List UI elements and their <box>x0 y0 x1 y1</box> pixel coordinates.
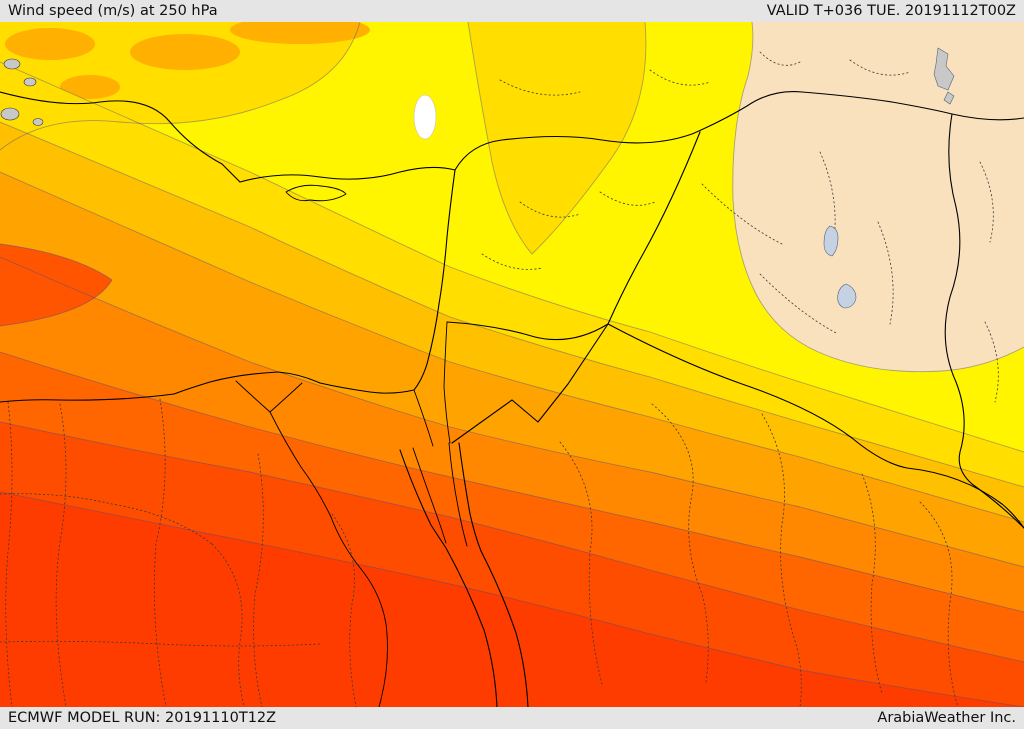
lake-urmia <box>933 47 955 91</box>
nile-river <box>269 411 388 707</box>
wind-speed-map <box>0 22 1024 707</box>
lake-small-tr <box>943 91 955 105</box>
israel-egypt-border <box>413 389 434 447</box>
turkey-border <box>454 91 1024 171</box>
iraq-iran-border <box>944 113 1024 529</box>
band-cream-low <box>732 22 1024 372</box>
orange-blob-2 <box>130 34 240 70</box>
cyprus-outline <box>285 184 347 202</box>
red-sea-east-shore <box>458 442 529 707</box>
model-run-label: ECMWF MODEL RUN: 20191110T12Z <box>8 710 277 726</box>
footer-bar: ECMWF MODEL RUN: 20191110T12Z ArabiaWeat… <box>0 707 1024 729</box>
jordan-syria-border <box>446 321 609 341</box>
valid-time-label: VALID T+036 TUE. 20191112T00Z <box>766 3 1016 19</box>
credit-label: ArabiaWeather Inc. <box>877 710 1016 726</box>
map-title: Wind speed (m/s) at 250 hPa <box>8 3 218 19</box>
band-tongue-red <box>0 244 112 326</box>
israel-jordan-border <box>443 321 451 444</box>
contour-bands <box>0 62 1024 707</box>
admin-boundaries <box>0 51 999 707</box>
map-area <box>0 22 1024 707</box>
orange-blob-1 <box>5 28 95 60</box>
country-borders <box>0 91 1024 707</box>
band-white-min <box>413 94 437 140</box>
water-and-islands <box>0 47 955 309</box>
band-deep-red <box>0 492 1024 707</box>
lake-razzaza <box>837 283 857 309</box>
header-bar: Wind speed (m/s) at 250 hPa VALID T+036 … <box>0 0 1024 22</box>
band-gold-center <box>468 22 646 254</box>
orange-blob-4 <box>60 75 120 99</box>
lake-tharthar <box>823 225 839 257</box>
syria-iraq-border <box>607 131 701 325</box>
levant-egypt-coast <box>0 169 456 403</box>
island-3 <box>0 107 20 121</box>
island-1 <box>3 58 21 70</box>
jordan-saudi-border <box>451 323 609 444</box>
turkey-south-coast <box>239 166 456 183</box>
contour-lines <box>0 22 1024 707</box>
aqaba-gulf-west-shore <box>448 442 468 547</box>
nile-delta <box>235 380 303 413</box>
island-4 <box>32 118 44 126</box>
suez-gulf-east-shore <box>412 447 447 544</box>
orange-blob-3 <box>230 22 370 44</box>
saudi-iraq-border <box>607 323 1024 529</box>
red-sea-west-shore <box>399 449 498 707</box>
aegean-coast <box>0 91 241 183</box>
island-2 <box>23 77 37 87</box>
